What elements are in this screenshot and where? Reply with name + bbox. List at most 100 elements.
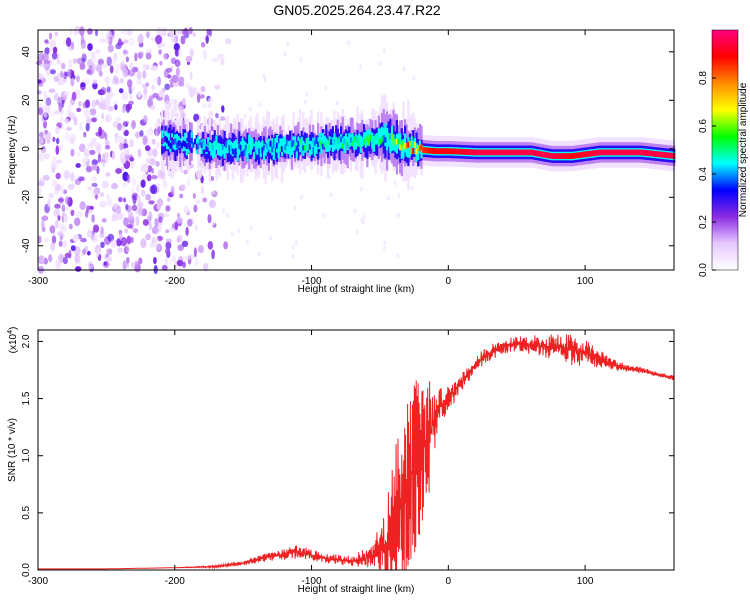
ridge-core-cell	[468, 149, 471, 155]
noise-cell	[55, 145, 60, 156]
ridge-core-cell	[615, 149, 618, 156]
noise-cell	[64, 252, 72, 258]
ridge-core-cell	[253, 146, 256, 153]
noise-cell	[63, 214, 68, 223]
noise-cell	[211, 249, 215, 260]
noise-cell	[192, 32, 196, 37]
ridge-core-cell	[420, 144, 423, 150]
ridge-core-cell	[417, 144, 420, 151]
ridge-core-cell	[648, 150, 651, 157]
noise-cell	[82, 101, 89, 109]
noise-cell	[177, 244, 184, 252]
noise-cell	[126, 174, 131, 184]
noise-cell	[207, 97, 214, 104]
noise-cell	[68, 59, 73, 69]
ridge-core-cell	[443, 148, 446, 155]
noise-cell	[92, 79, 98, 85]
noise-cell	[48, 88, 56, 94]
noise-cell	[170, 185, 175, 196]
noise-cell	[157, 169, 164, 179]
noise-cell	[122, 49, 128, 55]
ridge-halo-cell	[225, 143, 228, 154]
ridge-core-cell	[671, 152, 674, 159]
noise-cell	[100, 241, 105, 248]
ridge-core-cell	[297, 140, 300, 147]
chart-title: GN05.2025.264.23.47.R22	[273, 2, 441, 18]
noise-cell	[43, 130, 48, 137]
ridge-core-cell	[257, 148, 261, 154]
ridge-halo-cell	[405, 144, 408, 157]
ridge-core-cell	[445, 148, 448, 155]
noise-cell	[161, 264, 168, 271]
noise-cell	[185, 226, 189, 236]
noise-cell	[87, 265, 92, 270]
ridge-core-cell	[625, 149, 628, 156]
noise-cell	[125, 154, 129, 161]
ridge-core-cell	[471, 149, 474, 156]
noise-cell	[173, 102, 179, 112]
ridge-core-cell	[228, 145, 231, 151]
noise-cell	[178, 105, 185, 114]
ridge-halo-cell	[341, 137, 344, 148]
noise-cell	[397, 193, 401, 198]
ridge-core-cell	[305, 138, 308, 144]
noise-cell	[188, 26, 193, 35]
noise-cell	[58, 102, 62, 112]
ridge-core-cell	[522, 149, 525, 156]
ridge-core-cell	[289, 140, 292, 147]
noise-cell	[58, 240, 63, 247]
noise-cell	[165, 229, 170, 234]
noise-cell	[140, 189, 146, 197]
ridge-core-cell	[559, 153, 563, 159]
ridge-core-cell	[610, 149, 613, 156]
ridge-halo-cell	[307, 137, 310, 147]
ridge-core-cell	[197, 143, 200, 149]
ridge-core-cell	[637, 149, 640, 156]
noise-cell	[134, 52, 138, 62]
noise-cell	[83, 78, 90, 85]
noise-cell	[80, 237, 87, 243]
noise-cell	[196, 93, 201, 103]
noise-cell	[106, 197, 113, 207]
ridge-halo-cell	[410, 136, 413, 153]
ridge-core-cell	[459, 148, 462, 155]
ridge-halo-cell	[313, 139, 316, 157]
noise-cell	[54, 110, 60, 115]
colorbar-tick-label: 0.8	[698, 71, 709, 85]
ridge-core-cell	[276, 142, 279, 149]
ridge-core-cell	[523, 149, 526, 156]
ridge-core-cell	[190, 137, 193, 144]
ridge-core-cell	[326, 141, 330, 148]
x-tick-label: -200	[165, 576, 185, 587]
noise-cell	[207, 214, 212, 224]
ridge-halo-cell	[243, 140, 246, 153]
ridge-core-cell	[589, 150, 592, 157]
noise-cell	[57, 215, 61, 221]
noise-cell	[249, 225, 253, 231]
ridge-core-cell	[592, 150, 595, 157]
noise-cell	[122, 260, 127, 271]
noise-cell	[64, 118, 70, 124]
noise-cell	[125, 203, 129, 211]
ridge-core-cell	[497, 149, 500, 156]
noise-cell	[299, 194, 303, 200]
x-tick-label: 0	[446, 276, 452, 287]
noise-cell	[210, 175, 214, 182]
noise-cell	[181, 240, 189, 247]
noise-cell	[207, 241, 213, 250]
noise-cell	[166, 197, 171, 203]
noise-cell	[54, 31, 59, 37]
ridge-core-cell	[379, 138, 382, 145]
noise-cell	[118, 38, 122, 45]
noise-cell	[54, 203, 61, 209]
noise-cell	[137, 34, 143, 45]
ridge-core-cell	[472, 149, 476, 156]
ridge-core-cell	[601, 149, 604, 156]
noise-cell	[243, 113, 247, 119]
ridge-core-cell	[189, 144, 192, 150]
ridge-halo-cell	[279, 138, 282, 151]
ridge-core-cell	[553, 153, 556, 159]
ridge-core-cell	[550, 153, 553, 159]
noise-cell	[155, 161, 160, 167]
noise-cell	[412, 76, 416, 81]
